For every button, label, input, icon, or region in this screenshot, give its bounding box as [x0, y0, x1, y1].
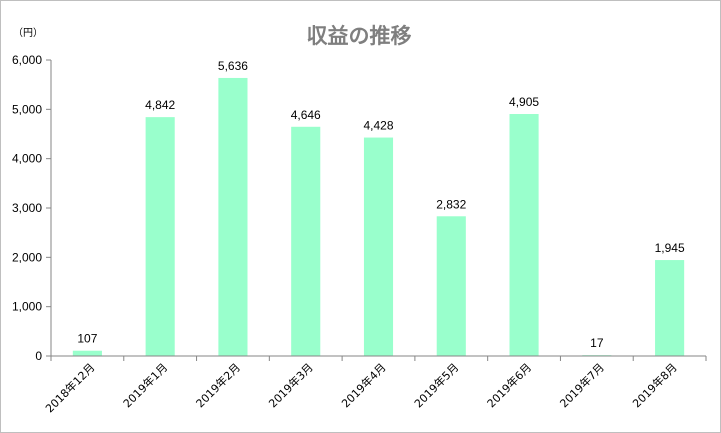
x-tick-label: 2019年2月 — [193, 360, 243, 410]
x-tick-label: 2019年6月 — [484, 360, 534, 410]
x-tick-label: 2019年3月 — [266, 360, 316, 410]
x-tick-label: 2019年4月 — [338, 360, 388, 410]
y-tick-label: 4,000 — [12, 152, 42, 166]
data-label: 107 — [77, 332, 97, 346]
x-tick-label: 2019年7月 — [557, 360, 607, 410]
data-label: 2,832 — [436, 197, 466, 211]
data-label: 5,636 — [218, 59, 248, 73]
y-tick-label: 6,000 — [12, 53, 42, 67]
y-axis-unit-label: （円） — [13, 27, 43, 39]
bar — [145, 117, 175, 357]
bar — [291, 126, 321, 356]
y-tick-label: 2,000 — [12, 250, 42, 264]
data-label: 17 — [590, 336, 604, 350]
x-axis: 2018年12月 2019年1月 2019年2月 2019年3月 2019年4月 2019… — [42, 355, 707, 415]
bar — [509, 114, 539, 357]
x-tick-label: 2018年12月 — [42, 360, 97, 415]
data-label: 4,428 — [363, 119, 393, 133]
data-label: 1,945 — [655, 241, 685, 255]
x-tick-label: 2019年1月 — [120, 360, 170, 410]
y-tick-label: 5,000 — [12, 102, 42, 116]
y-tick-label: 1,000 — [12, 300, 42, 314]
data-label: 4,842 — [145, 98, 175, 112]
bar — [218, 77, 248, 356]
bar — [655, 260, 685, 356]
bar — [436, 216, 466, 356]
y-axis: 0 1,000 2,000 3,000 4,000 5,000 6,000 — [12, 53, 52, 363]
data-label: 4,646 — [291, 108, 321, 122]
x-tick-label: 2019年8月 — [630, 360, 680, 410]
y-tick-label: 0 — [35, 349, 42, 363]
y-tick-label: 3,000 — [12, 201, 42, 215]
x-tick-label: 2019年5月 — [411, 360, 461, 410]
bar — [72, 350, 102, 356]
chart-title: 収益の推移 — [307, 24, 412, 48]
data-label: 4,905 — [509, 95, 539, 109]
bar — [363, 137, 394, 356]
bars: 107 4,842 5,636 4,646 4,428 2,832 4,905 17 1,945 — [72, 59, 685, 357]
